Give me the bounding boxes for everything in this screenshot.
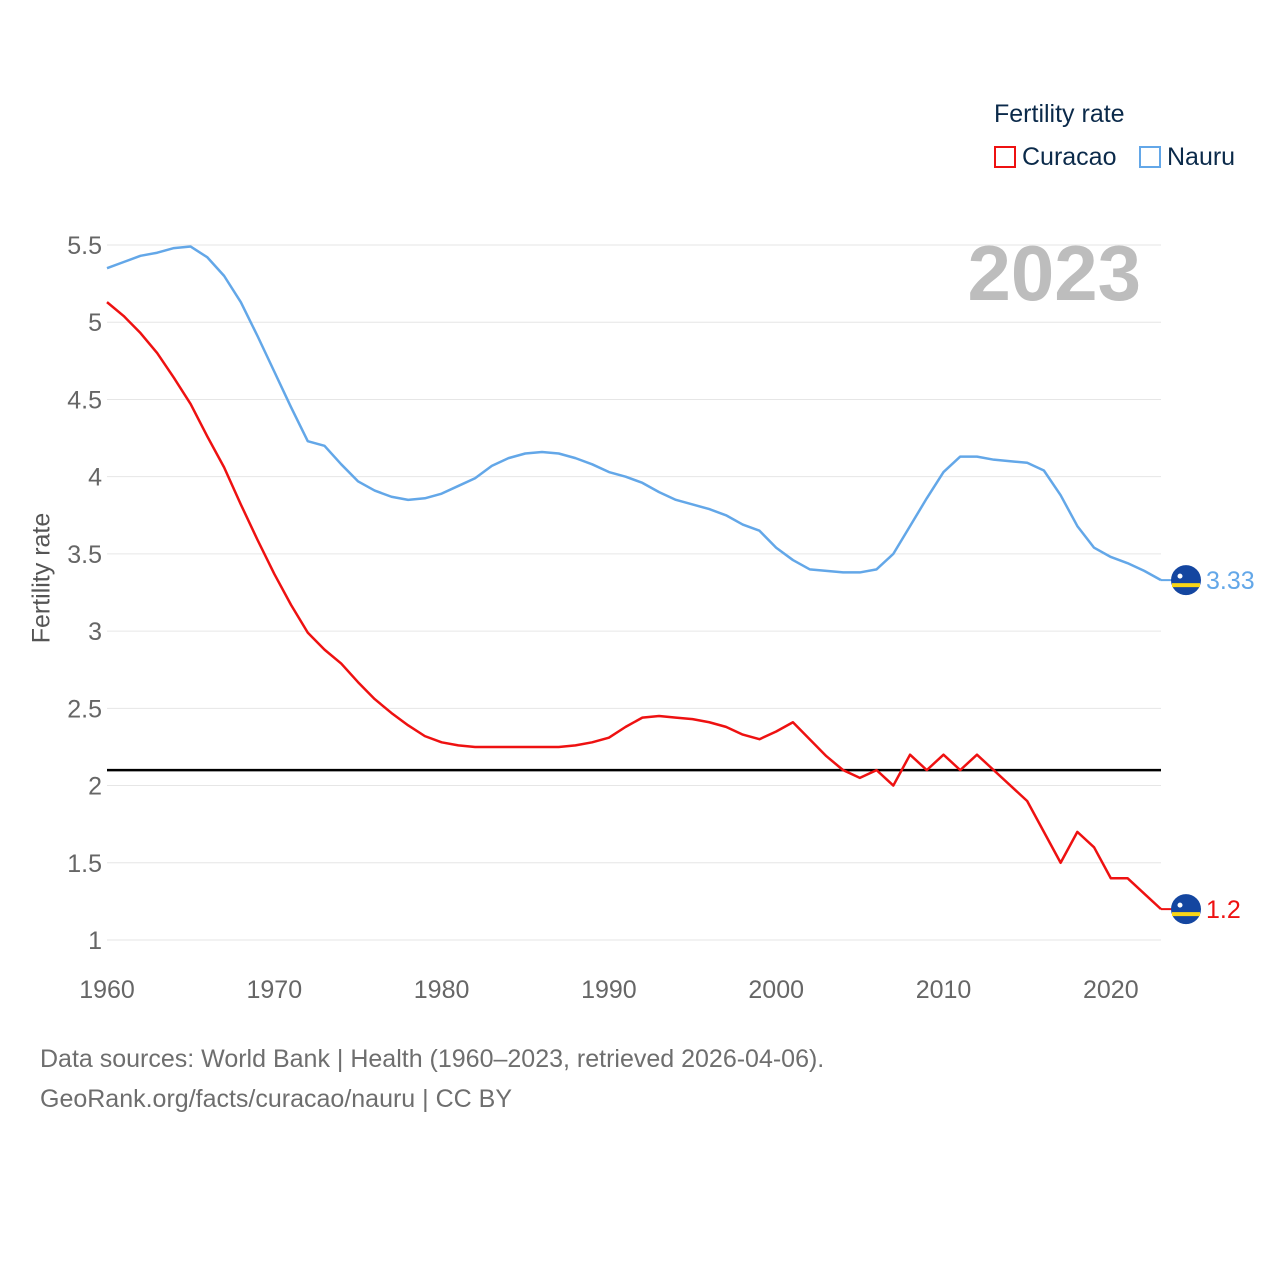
legend-label-nauru: Nauru (1167, 142, 1236, 171)
y-tick-label: 4 (88, 464, 102, 492)
flag-icon-nauru (1171, 565, 1201, 596)
year-label: 2023 (967, 229, 1141, 317)
y-tick-label: 1 (88, 927, 102, 955)
legend-swatch-curacao (994, 146, 1016, 168)
y-tick-label: 5 (88, 309, 102, 337)
series-line-nauru (106, 245, 1162, 582)
footer-sources: Data sources: World Bank | Health (1960–… (40, 1045, 825, 1073)
y-tick-label: 2.5 (67, 695, 102, 723)
flag-stripe-nauru (1172, 583, 1200, 588)
x-tick-label: 2010 (916, 976, 972, 1004)
y-tick-label: 3.5 (67, 541, 102, 569)
y-tick-label: 5.5 (67, 232, 102, 260)
grid-lines (107, 244, 1161, 941)
y-axis-title: Fertility rate (27, 512, 56, 644)
x-tick-label: 2000 (748, 976, 804, 1004)
x-tick-label: 2020 (1083, 976, 1139, 1004)
y-tick-label: 3 (88, 618, 102, 646)
y-axis-ticks: 1 1.5 2 2.5 3 3.5 4 4.5 5 5.5 (67, 232, 102, 955)
end-value-label-nauru: 3.33 (1206, 567, 1255, 595)
flag-star-curacao (1177, 902, 1183, 908)
legend-item-curacao[interactable]: Curacao (994, 142, 1117, 172)
series-end-markers: 1.2 3.33 (1161, 565, 1255, 925)
x-tick-label: 1960 (79, 976, 135, 1004)
x-tick-label: 1980 (414, 976, 470, 1004)
series-lines (106, 245, 1162, 911)
flag-stripe-curacao (1172, 912, 1200, 917)
footer-attribution[interactable]: GeoRank.org/facts/curacao/nauru | CC BY (40, 1085, 512, 1113)
end-value-label-curacao: 1.2 (1206, 896, 1241, 924)
flag-star-nauru (1177, 573, 1183, 579)
legend-label-curacao: Curacao (1022, 142, 1117, 171)
legend-item-nauru[interactable]: Nauru (1139, 142, 1235, 172)
flag-icon-curacao (1171, 894, 1201, 925)
y-tick-label: 2 (88, 773, 102, 801)
x-tick-label: 1970 (246, 976, 302, 1004)
legend-title: Fertility rate (994, 100, 1125, 128)
y-tick-label: 4.5 (67, 386, 102, 414)
legend-swatch-nauru (1139, 146, 1161, 168)
x-axis-ticks: 1960 1970 1980 1990 2000 2010 2020 (79, 976, 1138, 1004)
series-line-curacao (106, 301, 1162, 911)
y-tick-label: 1.5 (67, 850, 102, 878)
x-tick-label: 1990 (581, 976, 637, 1004)
